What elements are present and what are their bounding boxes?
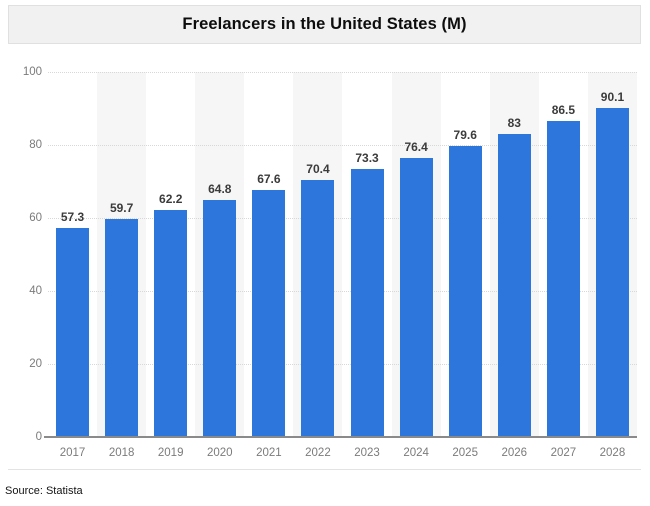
chart-title: Freelancers in the United States (M) [182, 15, 467, 33]
gridline-20 [48, 364, 637, 365]
x-tick-2028: 2028 [599, 447, 626, 459]
bar-2026 [497, 134, 531, 437]
x-tick-2017: 2017 [59, 447, 86, 459]
x-tick-2019: 2019 [157, 447, 184, 459]
bar-2022 [301, 180, 335, 437]
value-label-2027: 86.5 [551, 103, 576, 118]
value-label-2017: 57.3 [60, 209, 85, 224]
bar-2017 [56, 227, 90, 437]
value-label-2021: 67.6 [257, 172, 281, 187]
y-tick-60: 60 [29, 212, 42, 224]
x-tick-2027: 2027 [550, 447, 577, 459]
gridline-40 [48, 291, 637, 292]
x-tick-2023: 2023 [354, 447, 380, 459]
y-tick-0: 0 [35, 431, 42, 443]
value-label-2022: 70.4 [306, 162, 330, 177]
x-tick-2026: 2026 [501, 447, 528, 459]
plot-area: 57.3 59.7 62.2 64.8 67.6 70.4 73.3 76.4 79.6 83 86… [48, 72, 637, 437]
value-label-2028: 90.1 [600, 90, 625, 105]
bar-2019 [154, 209, 188, 437]
bar-2027 [546, 121, 580, 437]
bar-2020 [203, 200, 237, 437]
x-tick-2020: 2020 [206, 447, 233, 459]
chart-title-bar: Freelancers in the United States (M) [8, 5, 641, 44]
value-label-2023: 73.3 [355, 151, 379, 166]
bar-2018 [105, 219, 139, 437]
value-label-2025: 79.6 [453, 128, 477, 143]
gridline-60 [48, 218, 637, 219]
y-tick-20: 20 [29, 358, 42, 370]
bar-2023 [350, 169, 384, 437]
x-tick-2022: 2022 [305, 447, 331, 459]
x-tick-2025: 2025 [452, 447, 478, 459]
y-tick-100: 100 [22, 66, 42, 78]
footer-divider [8, 469, 641, 470]
bar-2024 [399, 158, 433, 437]
x-axis-line [44, 436, 637, 438]
x-tick-2018: 2018 [108, 447, 135, 459]
value-label-2019: 62.2 [159, 191, 183, 206]
x-tick-2024: 2024 [403, 447, 429, 459]
bar-2028 [595, 108, 629, 437]
bar-2025 [448, 146, 482, 437]
source-text: Source: Statista [5, 485, 83, 497]
value-label-2020: 64.8 [208, 182, 232, 197]
value-label-2024: 76.4 [404, 140, 428, 155]
bar-2021 [252, 190, 286, 437]
gridline-100 [48, 72, 637, 73]
y-tick-40: 40 [29, 285, 42, 297]
gridline-80 [48, 145, 637, 146]
x-tick-2021: 2021 [256, 447, 282, 459]
value-label-2018: 59.7 [109, 201, 134, 216]
y-tick-80: 80 [29, 139, 42, 151]
value-label-2026: 83 [507, 116, 521, 131]
